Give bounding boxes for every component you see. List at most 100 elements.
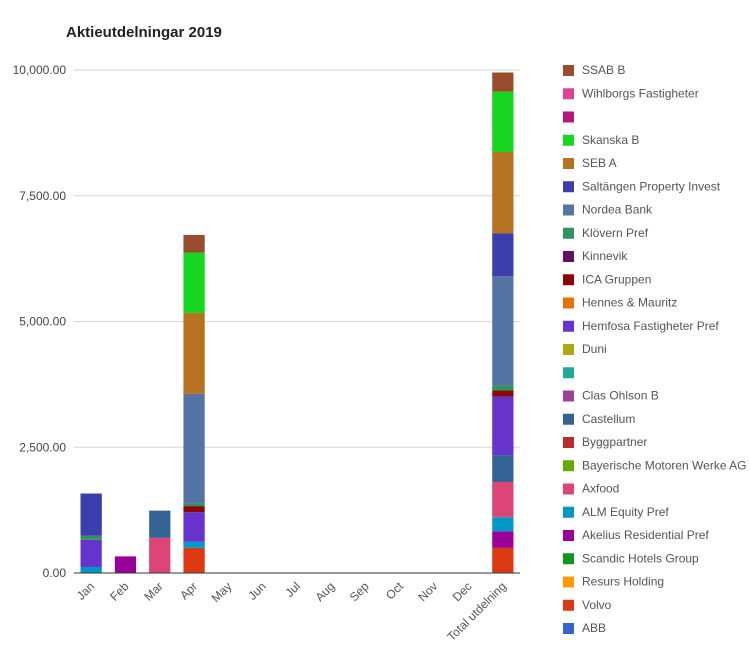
bar-segment-jan-9: [80, 493, 102, 536]
legend-swatch: [563, 65, 574, 76]
legend-swatch: [563, 530, 574, 541]
legend-label: Resurs Holding: [582, 575, 664, 589]
bar-segment-total-utdelning-7: [492, 385, 514, 391]
x-tick-label: Feb: [107, 579, 132, 604]
legend-label: Saltängen Property Invest: [582, 179, 721, 193]
legend-swatch: [563, 460, 574, 472]
legend: SSAB B Wihlborgs Fastigheter Skanska B SEB …: [563, 63, 747, 635]
bars: [80, 72, 514, 573]
bar-segment-total-utdelning-0: [492, 547, 514, 573]
bar-segment-apr-6: [183, 506, 205, 513]
grid-lines: [74, 69, 520, 448]
legend-swatch: [563, 134, 574, 146]
bar-segment-jan-2: [80, 566, 102, 573]
legend-label: SSAB B: [582, 63, 625, 77]
legend-label: Clas Ohlson B: [582, 389, 659, 403]
legend-swatch: [563, 413, 574, 425]
bar-segment-total-utdelning-3: [492, 481, 514, 518]
legend-label: Kinnevik: [582, 249, 628, 263]
legend-label: Hennes & Mauritz: [582, 296, 677, 310]
legend-label: ALM Equity Pref: [582, 505, 669, 519]
legend-label: Scandic Hotels Group: [582, 551, 699, 565]
bar-segment-total-utdelning-4: [492, 455, 514, 482]
bar-segment-feb-1: [114, 556, 137, 573]
x-tick-label: Aug: [312, 579, 337, 604]
x-tick-label: Oct: [383, 579, 407, 603]
y-tick-label: 10,000.00: [13, 63, 67, 77]
legend-label: Byggpartner: [582, 435, 647, 449]
legend-label: Volvo: [582, 598, 612, 612]
bar-segment-apr-2: [183, 541, 205, 548]
bar-segment-jan-5: [80, 539, 102, 567]
legend-label: SEB A: [582, 156, 617, 170]
legend-swatch: [563, 344, 574, 355]
legend-label: Bayerische Motoren Werke AG: [582, 458, 747, 472]
x-axis-ticks: Jan Feb Mar Apr May Jun Jul Aug Sep Oct Nov DecTota…: [74, 579, 509, 644]
legend-swatch: [563, 251, 574, 262]
legend-swatch: [563, 576, 574, 588]
x-tick-label: Jun: [245, 579, 269, 603]
legend-swatch: [563, 553, 574, 565]
legend-label: Nordea Bank: [582, 203, 653, 217]
y-tick-label: 0.00: [43, 566, 67, 580]
bar-segment-mar-4: [149, 510, 171, 538]
y-tick-label: 5,000.00: [19, 315, 66, 329]
y-axis-ticks: 0.00 2,500.00 5,000.00 7,500.00 10,000.00: [13, 63, 67, 580]
bar-segment-total-utdelning-10: [492, 151, 514, 234]
legend-label: ICA Gruppen: [582, 272, 651, 286]
bar-segment-apr-12: [183, 234, 205, 253]
bar-segment-total-utdelning-11: [492, 91, 514, 152]
bar-segment-total-utdelning-8: [492, 276, 514, 386]
x-tick-label: Jul: [282, 579, 303, 600]
x-tick-label: Sep: [347, 579, 372, 604]
legend-label: Castellum: [582, 412, 635, 426]
bar-segment-total-utdelning-9: [492, 233, 514, 277]
legend-label: ABB: [582, 621, 606, 635]
legend-swatch: [563, 390, 574, 402]
legend-swatch: [563, 437, 574, 448]
bar-segment-apr-0: [183, 547, 205, 573]
bar-segment-total-utdelning-1: [492, 531, 514, 548]
legend-swatch: [563, 320, 574, 332]
legend-swatch: [563, 88, 574, 100]
y-tick-label: 7,500.00: [19, 189, 66, 203]
bar-segment-total-utdelning-12: [492, 72, 514, 92]
legend-swatch: [563, 274, 574, 286]
legend-swatch: [563, 367, 574, 379]
legend-swatch: [563, 599, 574, 611]
legend-swatch: [563, 204, 574, 216]
legend-label: Duni: [582, 342, 607, 356]
bar-segment-apr-10: [183, 312, 205, 394]
bar-segment-apr-7: [183, 503, 205, 507]
y-tick-label: 2,500.00: [19, 440, 66, 454]
legend-label: Wihlborgs Fastigheter: [582, 86, 699, 100]
legend-label: Skanska B: [582, 133, 639, 147]
legend-swatch: [563, 483, 574, 495]
x-tick-label: Nov: [415, 579, 440, 604]
legend-swatch: [563, 181, 574, 193]
bar-segment-total-utdelning-2: [492, 517, 514, 532]
legend-label: Hemfosa Fastigheter Pref: [582, 319, 719, 333]
x-tick-label: Jan: [74, 579, 98, 603]
bar-segment-apr-11: [183, 252, 205, 313]
legend-label: Akelius Residential Pref: [582, 528, 709, 542]
bar-segment-mar-3: [149, 537, 171, 573]
x-tick-label: May: [209, 579, 235, 605]
bar-segment-total-utdelning-6: [492, 390, 514, 397]
bar-segment-apr-5: [183, 512, 205, 542]
legend-label: Axfood: [582, 482, 619, 496]
x-tick-label: Mar: [141, 579, 166, 604]
x-tick-label: Apr: [177, 579, 200, 602]
x-tick-label: Dec: [450, 579, 475, 604]
bar-segment-total-utdelning-5: [492, 396, 514, 456]
legend-swatch: [563, 158, 574, 169]
legend-swatch: [563, 623, 574, 634]
bar-segment-apr-8: [183, 393, 205, 504]
chart-title: Aktieutdelningar 2019: [66, 24, 222, 41]
legend-label: Klövern Pref: [582, 226, 649, 240]
legend-swatch: [563, 111, 574, 123]
legend-swatch: [563, 297, 574, 309]
legend-swatch: [563, 227, 574, 239]
bar-segment-jan-7: [80, 535, 102, 540]
